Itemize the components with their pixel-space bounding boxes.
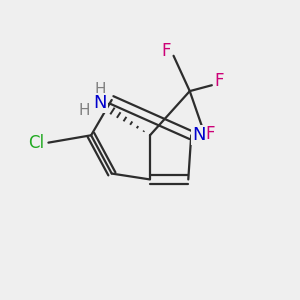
Text: F: F [214,72,224,90]
Text: N: N [192,126,205,144]
Text: Cl: Cl [28,134,45,152]
Text: H: H [78,103,89,118]
Text: N: N [93,94,107,112]
Text: F: F [161,42,171,60]
Text: H: H [94,82,106,97]
Text: F: F [206,125,215,143]
